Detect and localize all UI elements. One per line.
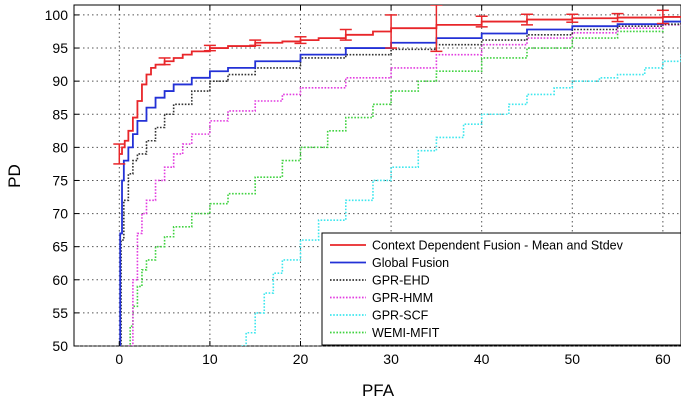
- y-tick-label-8: 90: [52, 73, 68, 89]
- legend-box: [321, 232, 681, 346]
- error-bar-1: [158, 57, 171, 66]
- legend-label-gpr-ehd: GPR-EHD: [372, 274, 430, 288]
- x-tick-label-5: 50: [564, 351, 580, 367]
- y-tick-label-4: 70: [52, 206, 68, 222]
- error-bar-12: [656, 9, 669, 25]
- series-line-context-dependent-fusion-mean-and-stdev: [119, 16, 681, 155]
- series-line-gpr-hmm: [128, 23, 681, 346]
- y-tick-label-5: 75: [52, 172, 68, 188]
- error-bars: [113, 5, 669, 165]
- error-bar-7: [430, 5, 443, 53]
- x-axis-title: PFA: [362, 381, 395, 399]
- x-tick-label-4: 40: [474, 351, 490, 367]
- series-line-wemi-mfit: [128, 21, 681, 346]
- x-tick-label-0: 0: [115, 351, 123, 367]
- error-bar-0: [113, 143, 126, 165]
- error-bar-4: [294, 36, 307, 45]
- y-axis-title: PD: [5, 164, 24, 188]
- legend-label-context-dependent-fusion-mean-and-stdev: Context Dependent Fusion - Mean and Stde…: [372, 239, 624, 253]
- axis-ticks: 0 10 20 30 40 50 60 50 55 60 65 70 75 80 85 90 95 100: [45, 5, 671, 367]
- x-tick-label-3: 30: [383, 351, 399, 367]
- y-tick-label-6: 80: [52, 139, 68, 155]
- legend-label-wemi-mfit: WEMI-MFIT: [372, 326, 440, 340]
- error-bar-11: [611, 12, 624, 23]
- y-tick-label-3: 65: [52, 239, 68, 255]
- legend: Context Dependent Fusion - Mean and Stde…: [321, 232, 681, 346]
- error-bar-5: [339, 28, 352, 41]
- x-tick-label-6: 60: [655, 351, 671, 367]
- x-tick-label-1: 10: [202, 351, 218, 367]
- error-bar-3: [249, 39, 262, 47]
- y-tick-label-1: 55: [52, 305, 68, 321]
- series-layer: [119, 16, 681, 346]
- series-line-gpr-ehd: [119, 22, 681, 346]
- y-tick-label-0: 50: [52, 338, 68, 354]
- error-bar-8: [475, 15, 488, 28]
- legend-label-gpr-scf: GPR-SCF: [372, 309, 429, 323]
- y-tick-label-9: 95: [52, 40, 68, 56]
- legend-label-gpr-hmm: GPR-HMM: [372, 291, 433, 305]
- y-tick-label-2: 60: [52, 272, 68, 288]
- y-tick-label-10: 100: [45, 7, 69, 23]
- error-bar-9: [520, 13, 533, 26]
- legend-label-global-fusion: Global Fusion: [372, 256, 449, 270]
- error-bar-10: [566, 13, 579, 23]
- y-tick-label-7: 85: [52, 106, 68, 122]
- error-bar-6: [385, 14, 398, 49]
- x-tick-label-2: 20: [293, 351, 309, 367]
- error-bar-2: [203, 44, 216, 52]
- series-line-global-fusion: [119, 20, 681, 346]
